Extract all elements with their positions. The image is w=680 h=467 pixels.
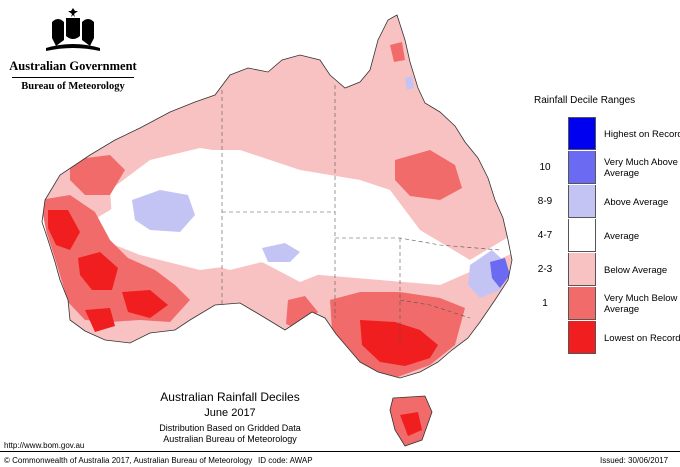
legend-range: 10 <box>539 162 551 173</box>
legend-range: 8-9 <box>537 196 553 207</box>
legend-range: 1 <box>542 298 548 309</box>
caption-title: Australian Rainfall Deciles <box>160 390 300 404</box>
government-logo: Australian Government Bureau of Meteorol… <box>8 8 138 92</box>
website-url: http://www.bom.gov.au <box>4 441 85 450</box>
legend-range: 4-7 <box>537 230 553 241</box>
legend-swatch <box>568 253 596 286</box>
legend-row: Lowest on Record <box>526 321 680 355</box>
average-centre <box>110 148 392 282</box>
legend-swatch <box>568 151 596 184</box>
legend-row: 2-3 Below Average <box>526 253 676 287</box>
very-much-below-qld <box>395 150 462 200</box>
legend-row: 4-7 Average <box>526 219 676 253</box>
agency-name: Australian Government <box>9 59 137 73</box>
legend-label: Very Much Below Average <box>604 293 678 315</box>
tasmania <box>389 395 433 447</box>
legend-row: Highest on Record <box>526 117 680 151</box>
legend-label: Very Much Above Average <box>604 157 678 179</box>
legend-row: 10 Very Much Above Average <box>526 151 678 185</box>
legend-label: Above Average <box>604 196 669 208</box>
legend-range <box>526 321 564 355</box>
legend-swatch <box>568 117 596 150</box>
legend-label: Lowest on Record <box>604 332 680 344</box>
footer-divider <box>0 451 680 452</box>
legend-range: 2-3 <box>537 264 553 275</box>
legend-swatch <box>568 185 596 218</box>
legend-swatch <box>568 219 596 252</box>
very-much-below-sa <box>286 296 318 330</box>
legend-title: Rainfall Decile Ranges <box>534 95 636 106</box>
above-average-nqld <box>405 76 414 90</box>
above-average-wa <box>132 190 195 232</box>
legend: Highest on Record 10 Very Much Above Avera… <box>526 117 680 355</box>
legend-label: Average <box>604 230 640 242</box>
lowest-record-wa2 <box>78 252 118 290</box>
caption-date: June 2017 <box>204 407 256 419</box>
id-code: ID code: AWAP <box>258 456 313 465</box>
lowest-record-wa1 <box>48 210 80 250</box>
bureau-name: Bureau of Meteorology <box>21 81 125 92</box>
legend-swatch <box>568 321 596 354</box>
very-much-below-nw <box>70 155 125 195</box>
very-much-above-east <box>490 258 510 288</box>
lowest-record-vic <box>360 320 438 366</box>
above-average-centre <box>262 243 300 262</box>
caption-line2: Australian Bureau of Meteorology <box>163 434 297 444</box>
very-much-below-wa <box>42 195 190 322</box>
lowest-record-wa4 <box>85 308 115 332</box>
issued-date: Issued: 30/06/2017 <box>600 456 669 465</box>
coat-of-arms-icon <box>46 8 100 51</box>
map-caption: Australian Rainfall Deciles June 2017 Di… <box>130 390 330 445</box>
legend-row: 8-9 Above Average <box>526 185 676 219</box>
legend-range <box>526 117 564 151</box>
caption-line1: Distribution Based on Gridded Data <box>159 423 301 433</box>
very-much-below-capeyork <box>390 42 405 62</box>
copyright-text: © Commonwealth of Australia 2017, Austra… <box>4 456 253 465</box>
legend-row: 1 Very Much Below Average <box>526 287 677 321</box>
legend-label: Below Average <box>604 264 668 276</box>
logo-divider <box>12 77 134 78</box>
legend-label: Highest on Record <box>604 128 680 140</box>
lowest-record-wa3 <box>122 290 168 318</box>
legend-swatch <box>568 287 596 320</box>
state-borders <box>221 85 501 345</box>
